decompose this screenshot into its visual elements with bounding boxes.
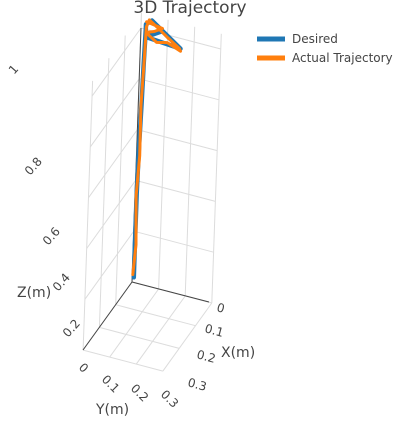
- trajectory-lines: [131, 18, 183, 280]
- wall-y-grid-line: [98, 58, 110, 328]
- wall-y-z-grid-line: [84, 230, 135, 300]
- wall-y-grid-line: [82, 80, 94, 351]
- wall-x-z-grid-line: [133, 230, 214, 253]
- wall-y-grid-line: [115, 35, 126, 305]
- legend-label-actual: Actual Trajectory: [292, 51, 393, 65]
- wall-x-z-grid-line: [135, 179, 216, 202]
- y-tick-0.1: 0.1: [99, 372, 122, 395]
- z-tick-0.8: 0.8: [22, 154, 45, 178]
- y-tick-0.3: 0.3: [158, 387, 181, 410]
- wall-x-z-grid-line: [139, 78, 220, 101]
- x-axis-line: [131, 281, 210, 303]
- x-tick-0: 0: [215, 300, 226, 316]
- wall-x-grid-line: [158, 19, 169, 290]
- floor-grid-line-y: [115, 304, 196, 327]
- wall-y-z-grid-line: [88, 129, 138, 198]
- x-tick-0.2: 0.2: [195, 347, 217, 365]
- legend: Desired Actual Trajectory: [257, 32, 393, 65]
- floor-grid-line-x: [135, 295, 186, 365]
- grid-lines: [82, 12, 222, 372]
- y-tick-0: 0: [76, 360, 91, 375]
- z-tick-0.4: 0.4: [50, 270, 73, 294]
- x-axis-title: X(m): [221, 345, 255, 361]
- trajectory-series-1: [131, 18, 182, 276]
- y-axis-line: [82, 281, 133, 351]
- z-tick-0.6: 0.6: [40, 224, 63, 248]
- z-axis-title: Z(m): [17, 285, 51, 301]
- x-tick-0.1: 0.1: [203, 321, 225, 339]
- y-tick-0.2: 0.2: [128, 381, 151, 404]
- floor-grid-line-x: [109, 288, 160, 358]
- wall-y-z-grid-line: [89, 78, 140, 148]
- wall-x-z-grid-line: [137, 129, 218, 152]
- z-tick-0.2: 0.2: [60, 316, 83, 340]
- wall-y-z-grid-line: [91, 27, 142, 97]
- wall-x-grid-line: [211, 33, 222, 304]
- wall-x-grid-line: [184, 26, 196, 297]
- wall-y-z-grid-line: [86, 180, 137, 249]
- floor-grid-line-y: [99, 326, 180, 349]
- legend-label-desired: Desired: [292, 32, 338, 46]
- x-tick-0.3: 0.3: [186, 375, 208, 393]
- floor-grid-line-y: [82, 349, 164, 372]
- x-ticks: 0 0.1 0.2 0.3: [186, 300, 226, 393]
- chart-title: 3D Trajectory: [133, 0, 246, 18]
- y-axis-title: Y(m): [95, 402, 129, 418]
- z-tick-1: 1: [6, 62, 22, 77]
- floor-grid-line-x: [162, 302, 213, 372]
